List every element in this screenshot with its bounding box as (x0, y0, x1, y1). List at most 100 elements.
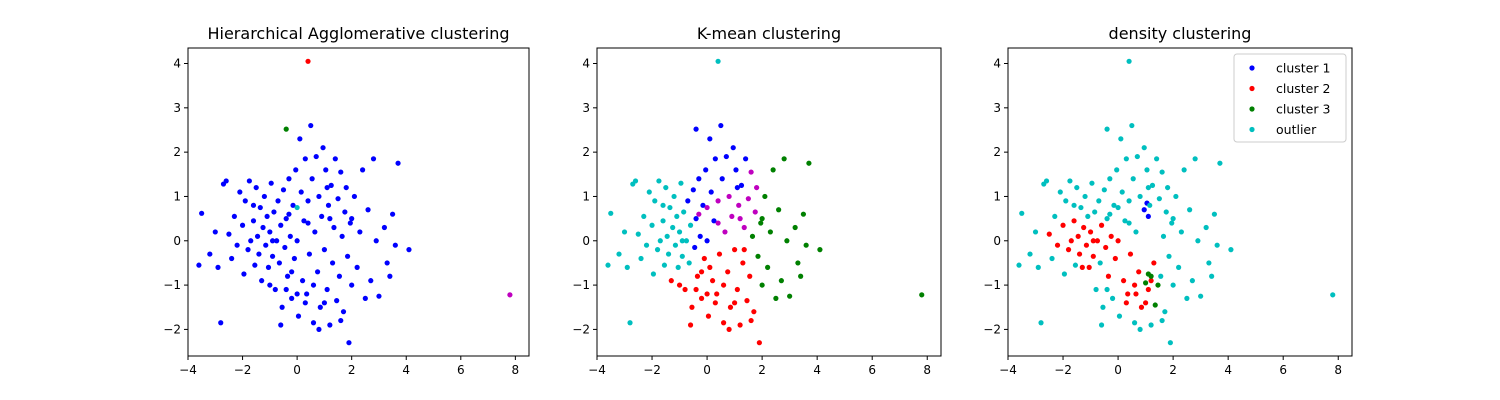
data-point (338, 317, 344, 324)
data-point (1145, 213, 1151, 220)
data-point (1057, 189, 1063, 195)
data-point (331, 224, 337, 231)
data-point (321, 247, 327, 253)
data-point (740, 260, 746, 266)
data-point (308, 122, 314, 129)
data-point (215, 264, 221, 270)
data-point (1085, 213, 1091, 220)
data-point (314, 269, 321, 275)
data-point (624, 264, 630, 270)
data-point (741, 247, 747, 253)
data-point (745, 196, 751, 202)
data-point (1075, 233, 1081, 239)
data-point (1148, 278, 1154, 284)
data-point (376, 293, 382, 299)
data-point (650, 271, 657, 277)
data-point (1126, 220, 1132, 226)
data-point (660, 202, 666, 208)
y-tick-label: 0 (582, 234, 590, 248)
data-point (1016, 262, 1022, 268)
data-point (638, 255, 644, 262)
x-tick-label: 2 (348, 363, 356, 377)
data-point (734, 184, 740, 191)
data-point (390, 211, 396, 217)
data-point (1162, 309, 1168, 315)
data-point (319, 213, 325, 220)
data-point (682, 286, 688, 293)
data-point (1107, 211, 1113, 217)
data-point (1134, 153, 1140, 160)
x-tick-label: −4 (179, 363, 197, 377)
data-point (803, 242, 809, 248)
data-point (261, 193, 267, 200)
data-point (1115, 238, 1121, 244)
data-point (321, 300, 327, 306)
data-point (1166, 253, 1172, 259)
data-point (1090, 238, 1096, 244)
data-point (1170, 216, 1176, 222)
data-point (738, 182, 745, 188)
data-point (1163, 209, 1169, 215)
data-point (316, 326, 322, 333)
data-point (698, 295, 705, 301)
data-point (324, 184, 330, 191)
data-point (1104, 126, 1110, 132)
data-point (664, 233, 670, 239)
data-point (1032, 229, 1039, 235)
data-point (693, 286, 699, 293)
data-point (692, 244, 698, 251)
x-tick-label: 0 (703, 363, 711, 377)
data-point (1112, 255, 1118, 262)
y-tick-label: −2 (983, 322, 1001, 336)
data-point (344, 253, 351, 259)
data-point (707, 264, 713, 270)
data-point (685, 198, 691, 204)
data-point (687, 222, 694, 228)
data-point (1125, 291, 1131, 297)
data-point (672, 242, 679, 248)
x-tick-label: 2 (1169, 363, 1177, 377)
data-point (1122, 218, 1128, 224)
data-point (349, 282, 355, 288)
data-point (373, 238, 379, 244)
data-point (656, 178, 662, 184)
x-tick-label: 8 (1334, 363, 1342, 377)
data-point (755, 253, 761, 259)
data-point (1071, 218, 1077, 224)
data-point (748, 169, 754, 175)
y-tick-label: 3 (173, 101, 181, 115)
data-point (1203, 224, 1209, 231)
data-point (635, 231, 641, 237)
data-point (1147, 202, 1153, 208)
data-point (290, 202, 296, 208)
data-point (712, 300, 718, 306)
data-point (268, 180, 274, 186)
data-point (616, 251, 622, 257)
data-point (299, 278, 306, 284)
data-point (231, 213, 237, 220)
data-point (698, 269, 705, 275)
data-point (310, 320, 317, 326)
data-point (1114, 167, 1120, 173)
data-point (652, 198, 658, 204)
data-point (354, 264, 360, 270)
data-point (667, 204, 673, 211)
data-point (1184, 295, 1190, 301)
series-3 (1143, 271, 1161, 308)
data-point (336, 273, 343, 279)
data-point (1209, 273, 1215, 279)
data-point (199, 210, 205, 216)
data-point (1141, 145, 1147, 151)
x-tick-label: −2 (1054, 363, 1072, 377)
data-point (693, 216, 699, 222)
data-point (298, 189, 304, 195)
data-point (387, 273, 393, 279)
data-point (1092, 209, 1098, 215)
data-point (1129, 122, 1135, 129)
data-point (1108, 233, 1114, 239)
y-tick-label: 3 (582, 101, 590, 115)
data-point (733, 167, 739, 173)
data-point (301, 218, 307, 224)
data-point (313, 153, 319, 160)
data-point (781, 156, 787, 162)
